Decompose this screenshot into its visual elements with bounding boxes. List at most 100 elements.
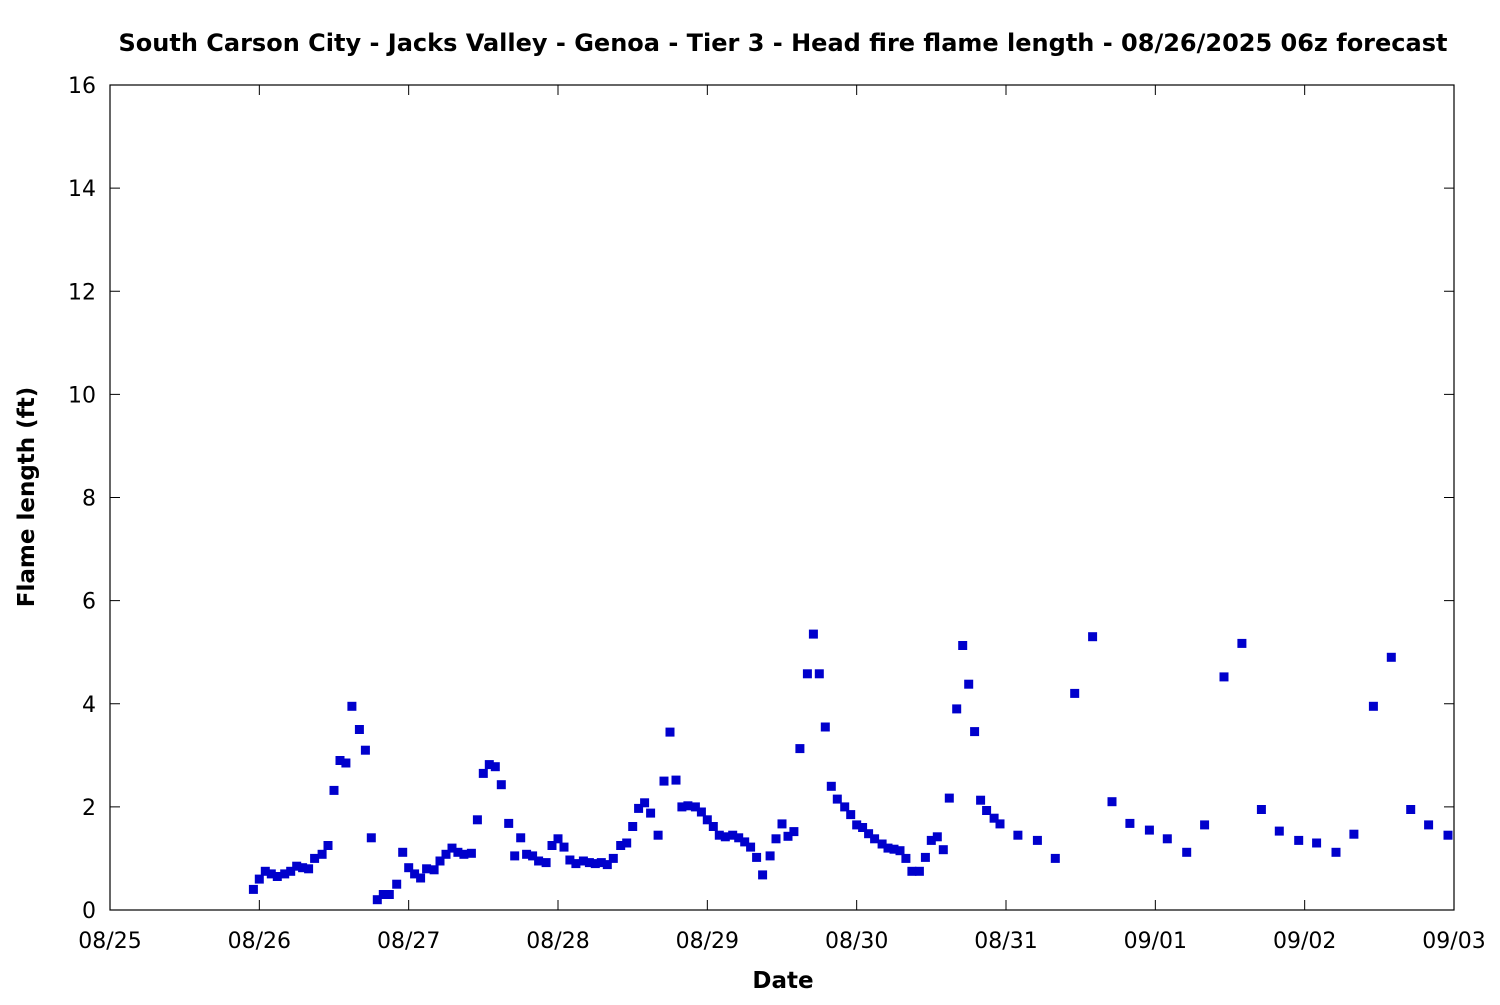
data-point: [995, 819, 1005, 829]
data-point: [1424, 820, 1434, 830]
data-point: [728, 830, 738, 840]
data-point: [714, 830, 724, 840]
data-point: [653, 830, 663, 840]
data-point: [622, 838, 632, 848]
data-point: [1219, 672, 1229, 682]
y-tick-label: 2: [82, 796, 96, 821]
data-point: [310, 853, 320, 863]
data-point: [1013, 830, 1023, 840]
data-point: [976, 795, 986, 805]
data-point: [317, 849, 327, 859]
data-point: [696, 807, 706, 817]
data-point: [895, 846, 905, 856]
data-point: [1107, 797, 1117, 807]
y-tick-label: 0: [82, 899, 96, 924]
data-point: [528, 851, 538, 861]
data-point: [504, 818, 514, 828]
data-point: [970, 727, 980, 737]
y-axis-title: Flame length (ft): [14, 387, 40, 607]
y-tick-label: 4: [82, 693, 96, 718]
data-point: [534, 856, 544, 866]
data-point: [901, 853, 911, 863]
data-point: [1274, 826, 1284, 836]
data-point: [559, 842, 569, 852]
data-point: [472, 815, 482, 825]
data-point: [478, 768, 488, 778]
data-point: [634, 803, 644, 813]
x-tick-label: 08/26: [228, 929, 291, 954]
data-point: [398, 847, 408, 857]
data-point: [248, 884, 258, 894]
data-point: [286, 866, 296, 876]
x-tick-label: 08/29: [676, 929, 739, 954]
data-point: [740, 837, 750, 847]
data-point: [1182, 847, 1192, 857]
data-point: [665, 727, 675, 737]
data-point: [814, 669, 824, 679]
y-tick-label: 14: [68, 177, 96, 202]
data-point: [541, 858, 551, 868]
data-point: [571, 859, 581, 869]
data-point: [254, 874, 264, 884]
data-point: [422, 864, 432, 874]
data-point: [466, 848, 476, 858]
x-tick-label: 08/30: [825, 929, 888, 954]
data-point: [1331, 847, 1341, 857]
data-point: [659, 776, 669, 786]
data-point: [298, 863, 308, 873]
x-tick-label: 09/03: [1422, 929, 1485, 954]
data-point: [590, 859, 600, 869]
data-point: [490, 762, 500, 772]
data-point: [944, 793, 954, 803]
data-point: [1368, 701, 1378, 711]
data-point: [266, 869, 276, 879]
data-point: [584, 858, 594, 868]
data-point: [260, 866, 270, 876]
data-point: [852, 820, 862, 830]
data-point: [752, 852, 762, 862]
data-point: [777, 819, 787, 829]
y-tick-label: 6: [82, 590, 96, 615]
data-point: [360, 745, 370, 755]
data-point: [1294, 835, 1304, 845]
data-point: [734, 833, 744, 843]
data-point: [516, 833, 526, 843]
y-tick-label: 16: [68, 74, 96, 99]
x-tick-label: 08/28: [526, 929, 589, 954]
data-point: [907, 866, 917, 876]
data-point: [608, 853, 618, 863]
y-axis: 0 2 4 6 8 10 12 14 16: [68, 74, 1454, 924]
data-point: [832, 794, 842, 804]
data-point: [341, 758, 351, 768]
data-point: [771, 834, 781, 844]
data-point: [671, 775, 681, 785]
data-point: [441, 849, 451, 859]
data-point: [932, 832, 942, 842]
data-point: [378, 890, 388, 899]
data-point: [1032, 835, 1042, 845]
data-point: [783, 831, 793, 841]
data-point: [429, 865, 439, 875]
data-point: [1088, 632, 1098, 642]
data-point: [366, 833, 376, 843]
data-point: [347, 701, 357, 711]
data-point: [938, 845, 948, 855]
data-point: [1386, 652, 1396, 662]
data-point: [565, 855, 575, 865]
data-point: [616, 841, 626, 850]
data-point: [964, 679, 974, 689]
data-point: [1125, 818, 1135, 828]
data-point: [453, 847, 463, 857]
data-point: [758, 870, 768, 880]
data-point: [510, 851, 520, 861]
data-point: [1050, 853, 1060, 863]
data-point: [802, 669, 812, 679]
data-point: [677, 802, 687, 812]
data-point: [1070, 688, 1080, 698]
data-point: [765, 851, 775, 861]
data-point: [914, 866, 924, 876]
data-point: [795, 744, 805, 754]
data-point: [1144, 825, 1154, 835]
data-point: [989, 813, 999, 823]
